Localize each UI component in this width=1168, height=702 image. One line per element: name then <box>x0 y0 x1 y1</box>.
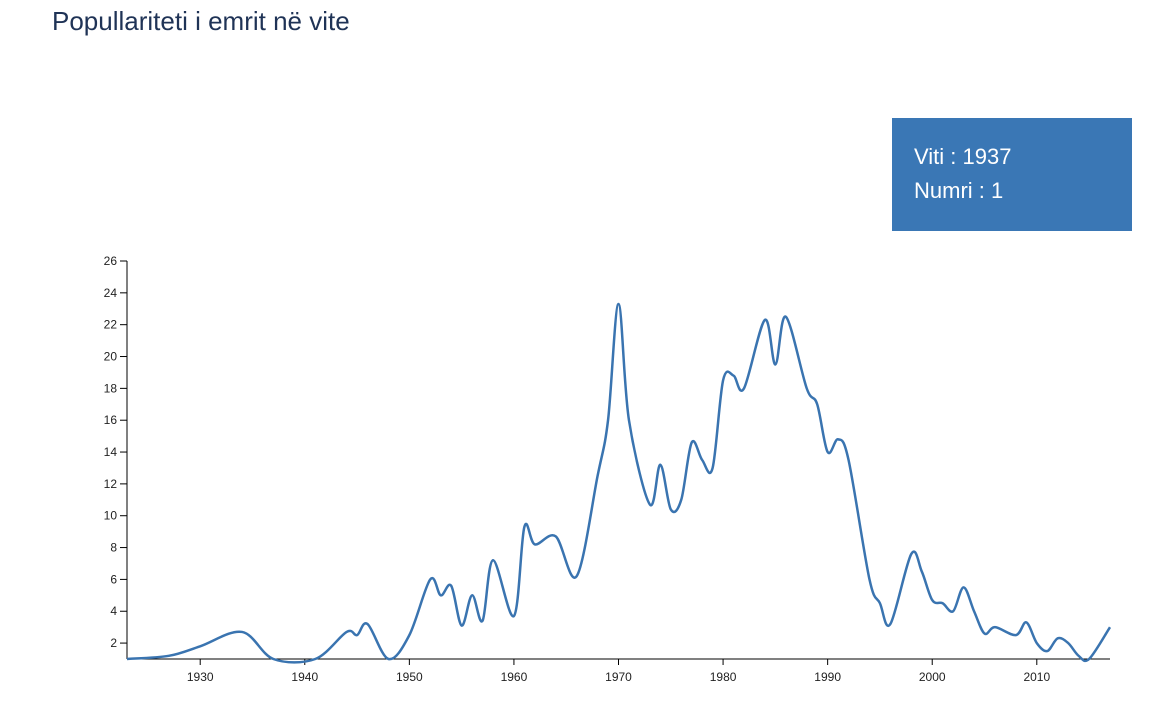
tooltip-year: Viti : 1937 <box>914 144 1011 169</box>
y-tick-label: 6 <box>110 572 117 586</box>
chart-title: Popullariteti i emrit në vite <box>52 6 350 36</box>
x-tick-label: 1990 <box>814 670 841 684</box>
x-tick-label: 1980 <box>710 670 737 684</box>
y-tick-label: 22 <box>104 318 118 332</box>
y-tick-label: 16 <box>104 413 118 427</box>
x-tick-label: 1960 <box>501 670 528 684</box>
x-tick-label: 2000 <box>919 670 946 684</box>
x-tick-label: 1930 <box>187 670 214 684</box>
y-tick-label: 8 <box>110 541 117 555</box>
y-tick-label: 24 <box>104 286 118 300</box>
tooltip-count: Numri : 1 <box>914 178 1003 203</box>
y-tick-label: 14 <box>104 445 118 459</box>
y-tick-label: 4 <box>110 604 117 618</box>
x-tick-label: 2010 <box>1023 670 1050 684</box>
data-line <box>126 302 1112 664</box>
y-tick-label: 18 <box>104 381 118 395</box>
x-tick-label: 1970 <box>605 670 632 684</box>
x-tick-label: 1940 <box>291 670 318 684</box>
y-tick-label: 20 <box>104 350 118 364</box>
tooltip-box <box>892 118 1132 231</box>
x-tick-label: 1950 <box>396 670 423 684</box>
y-tick-label: 10 <box>104 509 118 523</box>
y-tick-label: 26 <box>104 254 118 268</box>
y-tick-label: 2 <box>110 636 117 650</box>
y-tick-label: 12 <box>104 477 118 491</box>
